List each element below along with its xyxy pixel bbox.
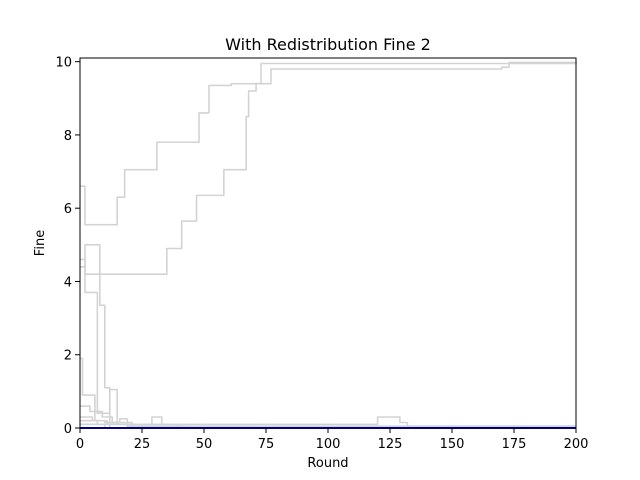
x-tick-label: 100: [316, 437, 341, 452]
series-line-7: [80, 416, 576, 427]
y-tick-label: 10: [55, 56, 72, 71]
y-tick-label: 0: [64, 422, 72, 437]
x-tick-label: 0: [76, 437, 84, 452]
y-tick-label: 4: [64, 275, 72, 290]
x-tick-label: 200: [564, 437, 589, 452]
y-axis-label: Fine: [33, 230, 48, 256]
x-axis-ticks: 0 25 50 75 100 125 150 175 200: [76, 428, 589, 452]
series-line-8: [80, 416, 576, 427]
series-line-5: [80, 357, 185, 426]
plot-series: [80, 61, 577, 429]
series-line-3: [80, 244, 157, 429]
x-tick-label: 75: [258, 437, 275, 452]
x-tick-label: 175: [502, 437, 527, 452]
x-tick-label: 50: [196, 437, 213, 452]
series-line-1: [80, 61, 577, 226]
x-tick-label: 25: [134, 437, 151, 452]
chart-title: With Redistribution Fine 2: [225, 35, 431, 54]
y-tick-label: 6: [64, 202, 72, 217]
y-axis-ticks: 0 2 4 6 8 10: [55, 56, 80, 437]
x-axis-label: Round: [307, 456, 348, 471]
series-line-2: [80, 61, 576, 275]
y-tick-label: 2: [64, 349, 72, 364]
x-tick-label: 125: [378, 437, 403, 452]
x-tick-label: 150: [440, 437, 465, 452]
y-tick-label: 8: [64, 129, 72, 144]
plot-frame: [79, 57, 577, 429]
